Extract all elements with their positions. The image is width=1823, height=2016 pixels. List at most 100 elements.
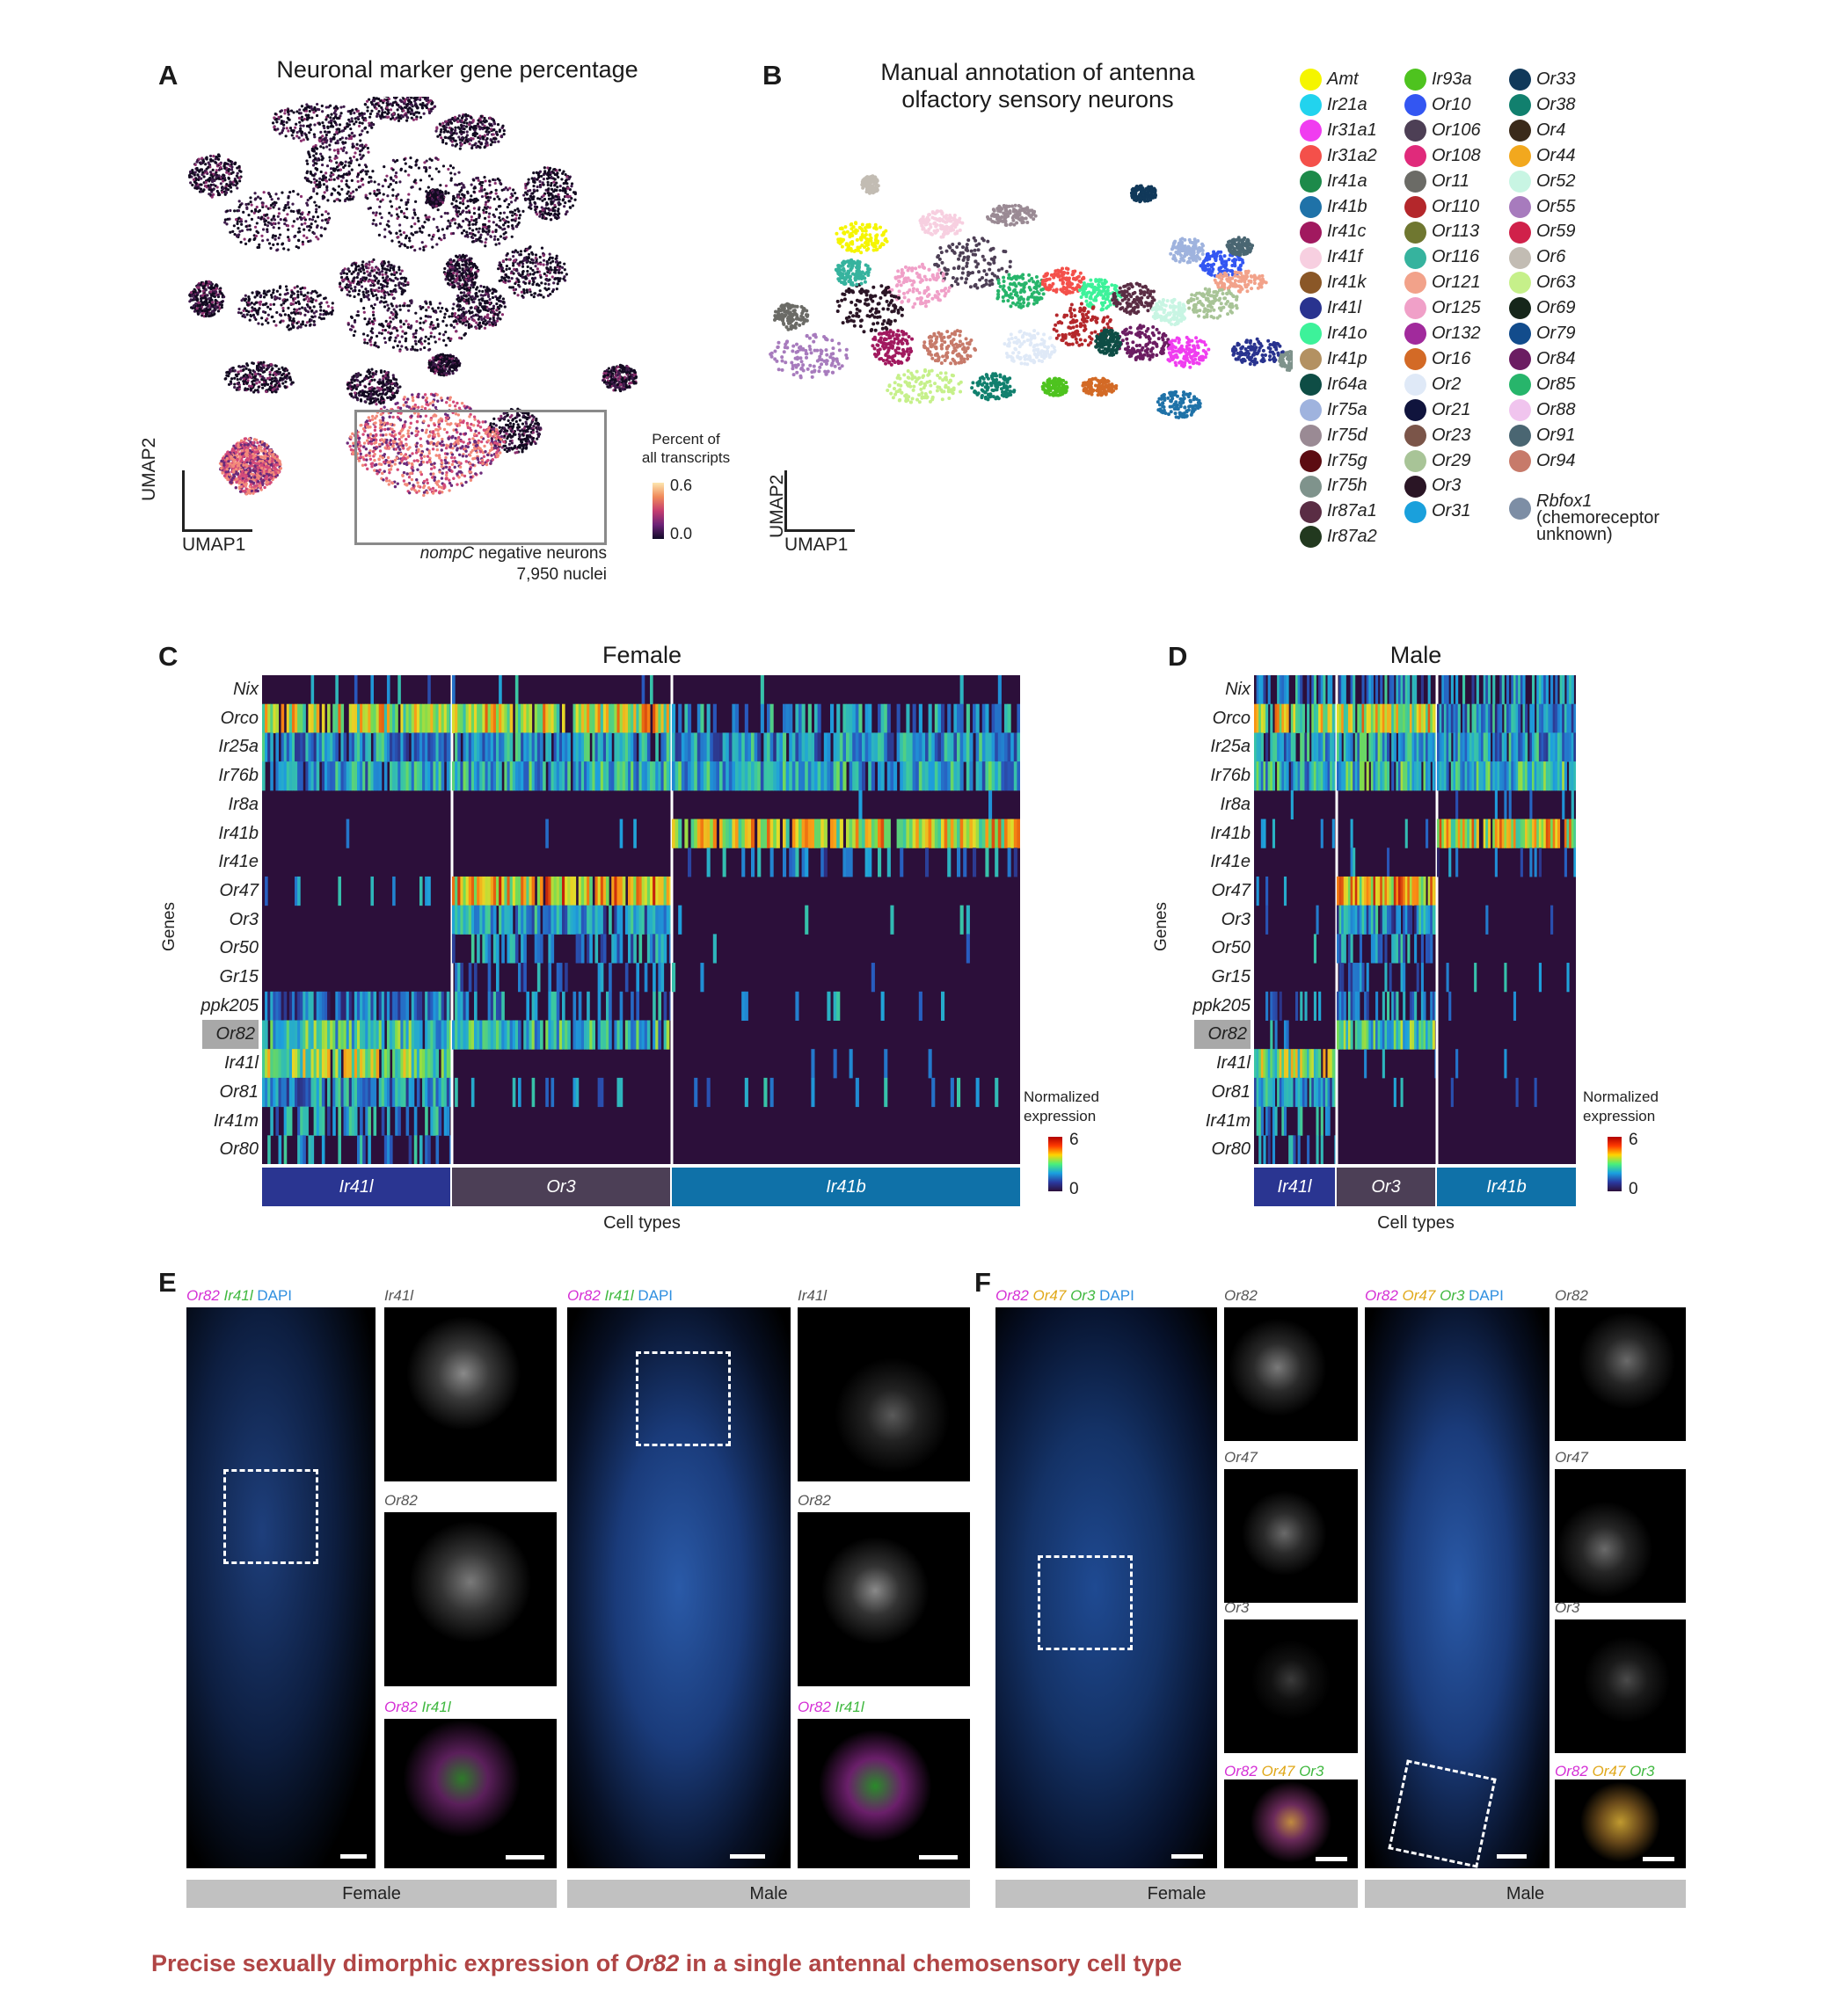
umap-a-point [399, 325, 403, 329]
umap-a-point [497, 267, 500, 271]
umap-a-point [432, 217, 435, 221]
umap-a-point [463, 280, 467, 284]
umap-a-point [452, 286, 456, 289]
umap-a-point [499, 181, 502, 185]
umap-a-point [551, 207, 555, 210]
umap-a-point [379, 115, 383, 119]
umap-a-point [453, 269, 456, 273]
umap-a-point [250, 217, 254, 221]
umap-a-point [387, 115, 390, 119]
umap-a-point [560, 271, 564, 274]
umap-a-point [398, 244, 402, 248]
umap-a-point [332, 120, 337, 123]
umap-a-point [315, 183, 318, 186]
umap-a-point [375, 390, 378, 394]
umap-a-point [346, 122, 349, 126]
umap-a-point [415, 319, 419, 324]
umap-a-point [397, 266, 401, 269]
umap-a-point [419, 98, 422, 102]
umap-a-point [499, 219, 502, 222]
umap-a-point [364, 143, 368, 147]
umap-a-point [514, 208, 517, 212]
umap-a-point [429, 331, 433, 335]
umap-a-point [558, 188, 562, 193]
umap-a-point [287, 113, 290, 116]
umap-a-point [292, 319, 295, 323]
umap-a-point [287, 236, 290, 239]
umap-a-point [215, 171, 218, 174]
umap-a-point [451, 267, 455, 271]
umap-a-point [300, 213, 303, 216]
umap-a-point [458, 127, 462, 131]
umap-a-point [512, 264, 515, 267]
umap-a-point [487, 199, 491, 202]
umap-a-point [287, 313, 290, 317]
umap-a-point [252, 316, 257, 319]
umap-a-point [359, 399, 363, 403]
umap-a-point [317, 205, 321, 208]
umap-a-point [375, 403, 378, 406]
umap-a-point [315, 236, 318, 239]
umap-a-point [457, 206, 462, 210]
umap-a-point [488, 123, 492, 127]
umap-a-point [464, 263, 468, 266]
umap-a-point [381, 185, 384, 188]
umap-a-point [471, 233, 475, 237]
umap-a-point [392, 377, 396, 381]
umap-a-point [311, 164, 316, 167]
umap-a-point [484, 308, 487, 312]
umap-a-point [512, 272, 515, 275]
umap-a-point [529, 266, 533, 270]
umap-a-point [256, 195, 260, 199]
umap-a-point [400, 99, 404, 104]
umap-a-point [530, 251, 534, 254]
umap-a-point [275, 296, 279, 300]
umap-a-point [564, 200, 567, 205]
umap-a-point [542, 295, 545, 299]
umap-a-point [478, 298, 481, 302]
umap-a-point [383, 305, 387, 309]
umap-a-point [368, 387, 371, 390]
umap-a-point [353, 111, 356, 115]
umap-a-point [373, 180, 376, 184]
umap-a-point [479, 316, 483, 319]
umap-a-point [425, 309, 428, 312]
umap-a-point [395, 207, 398, 211]
umap-a-point [324, 311, 327, 315]
umap-a-point [364, 119, 368, 122]
umap-a-point [390, 302, 393, 306]
umap-a-point [445, 324, 448, 327]
umap-a-point [448, 126, 451, 129]
umap-a-point [394, 100, 397, 104]
umap-a-point [251, 291, 254, 295]
umap-a-point [375, 334, 379, 338]
umap-a-point [498, 296, 501, 300]
umap-a-point [419, 103, 422, 106]
umap-a-point [516, 251, 520, 254]
umap-a-point [499, 226, 502, 229]
umap-a-point [570, 196, 573, 200]
umap-a-point [320, 163, 324, 167]
umap-a-point [197, 157, 201, 161]
umap-a-point [332, 149, 337, 152]
umap-a-point [466, 114, 470, 118]
umap-a-point [356, 273, 360, 276]
umap-a-point [477, 317, 480, 321]
umap-a-point [364, 278, 368, 281]
umap-a-point [252, 302, 256, 306]
umap-a-point [566, 194, 571, 198]
umap-a-point [383, 111, 387, 114]
umap-a-point [519, 250, 523, 253]
umap-a-point [543, 166, 546, 170]
umap-a-point [499, 235, 503, 238]
umap-a-point [485, 230, 488, 234]
umap-a-point [371, 280, 375, 283]
umap-a-point [419, 187, 422, 191]
umap-a-point [533, 292, 536, 295]
umap-a-point [396, 277, 399, 281]
umap-a-point [259, 197, 262, 200]
umap-a-point [463, 287, 467, 291]
umap-a-point [468, 258, 471, 262]
umap-a-point [445, 274, 449, 278]
umap-a-point [273, 364, 277, 368]
